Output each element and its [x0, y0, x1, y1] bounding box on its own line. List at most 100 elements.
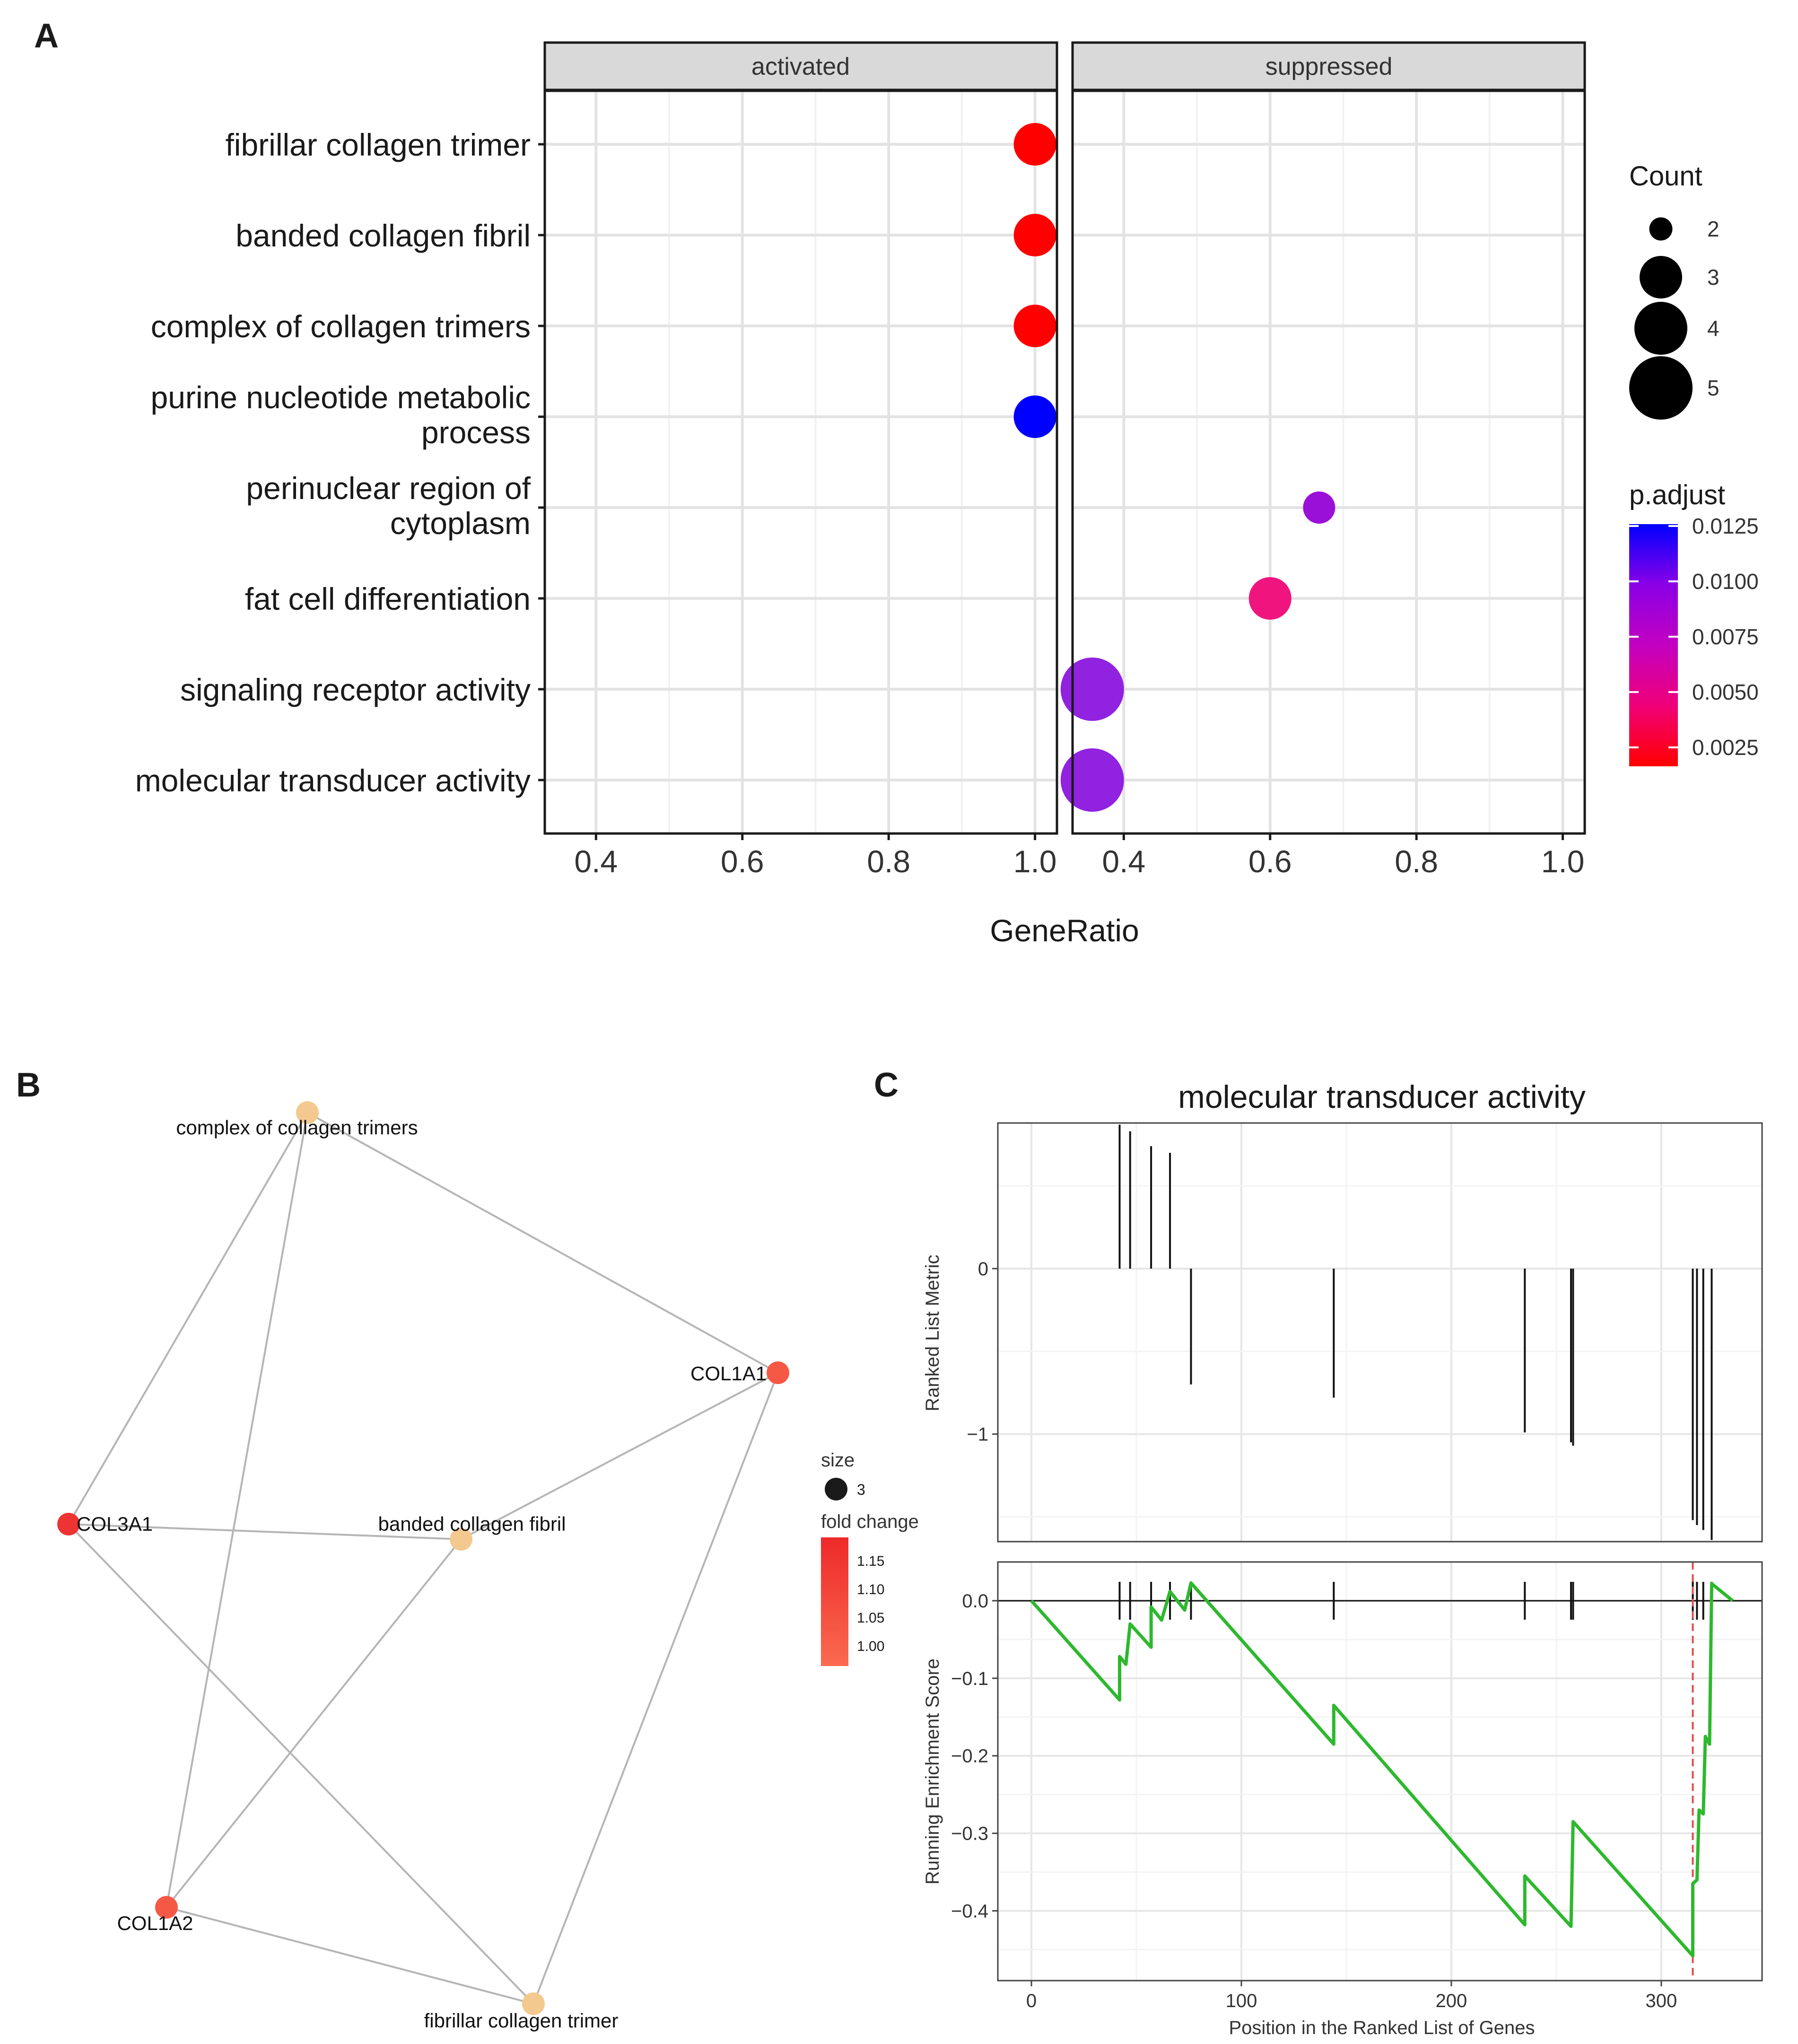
foldchange-legend-label: 1.05	[857, 1610, 884, 1626]
panel-a-letter: A	[34, 17, 59, 55]
facet-suppressed-panel	[1073, 91, 1585, 833]
metric-panel	[998, 1123, 1762, 1542]
padjust-legend-label: 0.0075	[1692, 624, 1759, 649]
network-node	[767, 1361, 789, 1384]
term-label: fibrillar collagen trimer	[225, 127, 531, 162]
strip-suppressed	[1071, 41, 1586, 91]
panel-b-letter: B	[16, 1066, 41, 1104]
network-node	[57, 1513, 80, 1535]
es-y-ticks: 0.0 −0.1 −0.2 −0.3 −0.4	[951, 1591, 998, 1922]
padjust-legend-label: 0.0100	[1692, 569, 1759, 594]
facet-activated-panel	[545, 91, 1057, 833]
es-border	[997, 1561, 1763, 1982]
dot-point-7	[1060, 748, 1124, 812]
metric-bars	[1118, 1124, 1713, 1540]
gsea-title: molecular transducer activity	[1178, 1079, 1586, 1115]
x-axis-ticks: 0.4 0.6 0.8 1.0 0.4 0.6 0.8 1.0	[574, 833, 1584, 879]
count-legend-dot	[1649, 217, 1673, 241]
facet-suppressed-border	[1071, 89, 1586, 835]
count-legend-label: 5	[1707, 376, 1719, 400]
network-node-label: COL1A2	[117, 1912, 193, 1934]
metric-y-tick-label: −1	[967, 1424, 988, 1445]
count-legend-label: 2	[1707, 217, 1719, 241]
metric-y-title: Ranked List Metric	[922, 1254, 943, 1411]
size-legend-value: 3	[857, 1481, 865, 1498]
network-legend: size 3 fold change 1.15 1.10 1.05 1.00	[821, 1450, 919, 1666]
y-axis-terms: fibrillar collagen trimer banded collagen…	[135, 127, 545, 798]
es-curve	[1030, 1581, 1734, 1958]
network-node-label: fibrillar collagen trimer	[424, 2009, 619, 2032]
strip-activated	[543, 41, 1058, 91]
metric-border	[997, 1122, 1763, 1543]
dot-point-6	[1060, 658, 1124, 721]
foldchange-legend-title: fold change	[821, 1511, 919, 1532]
metric-y-ticks: 0 −1	[967, 1259, 998, 1445]
foldchange-legend-label: 1.15	[857, 1553, 884, 1569]
dot-point-1	[1013, 214, 1056, 256]
count-legend-title: Count	[1629, 161, 1702, 192]
metric-gridlines	[998, 1123, 1762, 1542]
term-label: purine nucleotide metabolic	[150, 380, 531, 415]
x-tick-label: 0.4	[1102, 844, 1145, 879]
network-edge	[68, 1523, 462, 1540]
size-legend-title: size	[821, 1450, 855, 1471]
padjust-legend-label: 0.0125	[1692, 514, 1759, 538]
x-tick-label: 1.0	[1541, 844, 1585, 879]
foldchange-legend-labels: 1.15 1.10 1.05 1.00	[857, 1553, 884, 1654]
gsea-x-title: Position in the Ranked List of Genes	[1229, 2018, 1535, 2038]
gsea-x-tick-label: 200	[1436, 1991, 1467, 2011]
padjust-colorbar	[1629, 524, 1678, 766]
network-edge	[166, 1906, 534, 2005]
dot-point-0	[1013, 123, 1056, 166]
count-legend-dot	[1629, 356, 1693, 420]
term-label: perinuclear region of	[246, 471, 531, 506]
term-label: molecular transducer activity	[135, 763, 531, 798]
panel-b-network: complex of collagen trimers COL1A1 COL3A1 b…	[57, 1101, 919, 2032]
term-label: fat cell differentiation	[245, 581, 531, 616]
foldchange-colorbar	[821, 1537, 848, 1666]
panel-c-gsea: molecular transducer activity 0 −1 Ranked…	[922, 1079, 1763, 2038]
dot-point-3	[1013, 395, 1056, 438]
panel-a-dotplot: activated suppressed fibrillar collagen …	[135, 41, 1759, 948]
network-edge	[307, 1112, 778, 1374]
strip-activated-label: activated	[751, 53, 850, 80]
term-label: process	[421, 415, 531, 450]
padjust-legend-label: 0.0050	[1692, 680, 1759, 704]
es-content	[998, 1562, 1762, 1981]
network-nodes	[57, 1101, 789, 2015]
es-panel	[998, 1562, 1762, 1981]
network-node-label: banded collagen fibril	[378, 1513, 566, 1535]
term-label: signaling receptor activity	[180, 672, 531, 707]
network-edge	[68, 1523, 534, 2005]
panel-c-letter: C	[874, 1066, 899, 1104]
network-edge	[461, 1372, 778, 1540]
count-legend-dot	[1640, 256, 1682, 298]
network-node	[450, 1528, 472, 1551]
network-edge	[68, 1112, 308, 1525]
network-edge	[166, 1538, 462, 1908]
count-legend-dot	[1634, 302, 1687, 355]
network-edge	[166, 1112, 308, 1908]
dot-point-2	[1013, 305, 1056, 347]
facet-gridlines	[545, 91, 1585, 833]
x-tick-label: 0.6	[1248, 844, 1292, 879]
gsea-x-tick-label: 100	[1226, 1991, 1257, 2011]
count-legend-label: 3	[1707, 265, 1719, 289]
es-y-tick-label: −0.2	[951, 1746, 988, 1767]
gsea-x-ticks: 0 100 200 300	[1026, 1981, 1677, 2011]
network-node	[296, 1101, 319, 1124]
network-labels: complex of collagen trimers COL1A1 COL3A1 b…	[77, 1116, 767, 2032]
network-node	[155, 1896, 178, 1919]
padjust-legend-labels: 0.0125 0.0100 0.0075 0.0050 0.0025	[1629, 514, 1759, 760]
x-tick-label: 0.8	[1395, 844, 1438, 879]
foldchange-legend-label: 1.10	[857, 1582, 884, 1597]
network-node	[522, 1992, 545, 2015]
es-y-title: Running Enrichment Score	[922, 1658, 943, 1885]
foldchange-legend-label: 1.00	[857, 1639, 884, 1654]
term-label: banded collagen fibril	[236, 218, 531, 253]
dot-point-4	[1303, 491, 1335, 524]
es-y-tick-label: −0.1	[951, 1668, 988, 1689]
dot-point-5	[1248, 577, 1292, 620]
